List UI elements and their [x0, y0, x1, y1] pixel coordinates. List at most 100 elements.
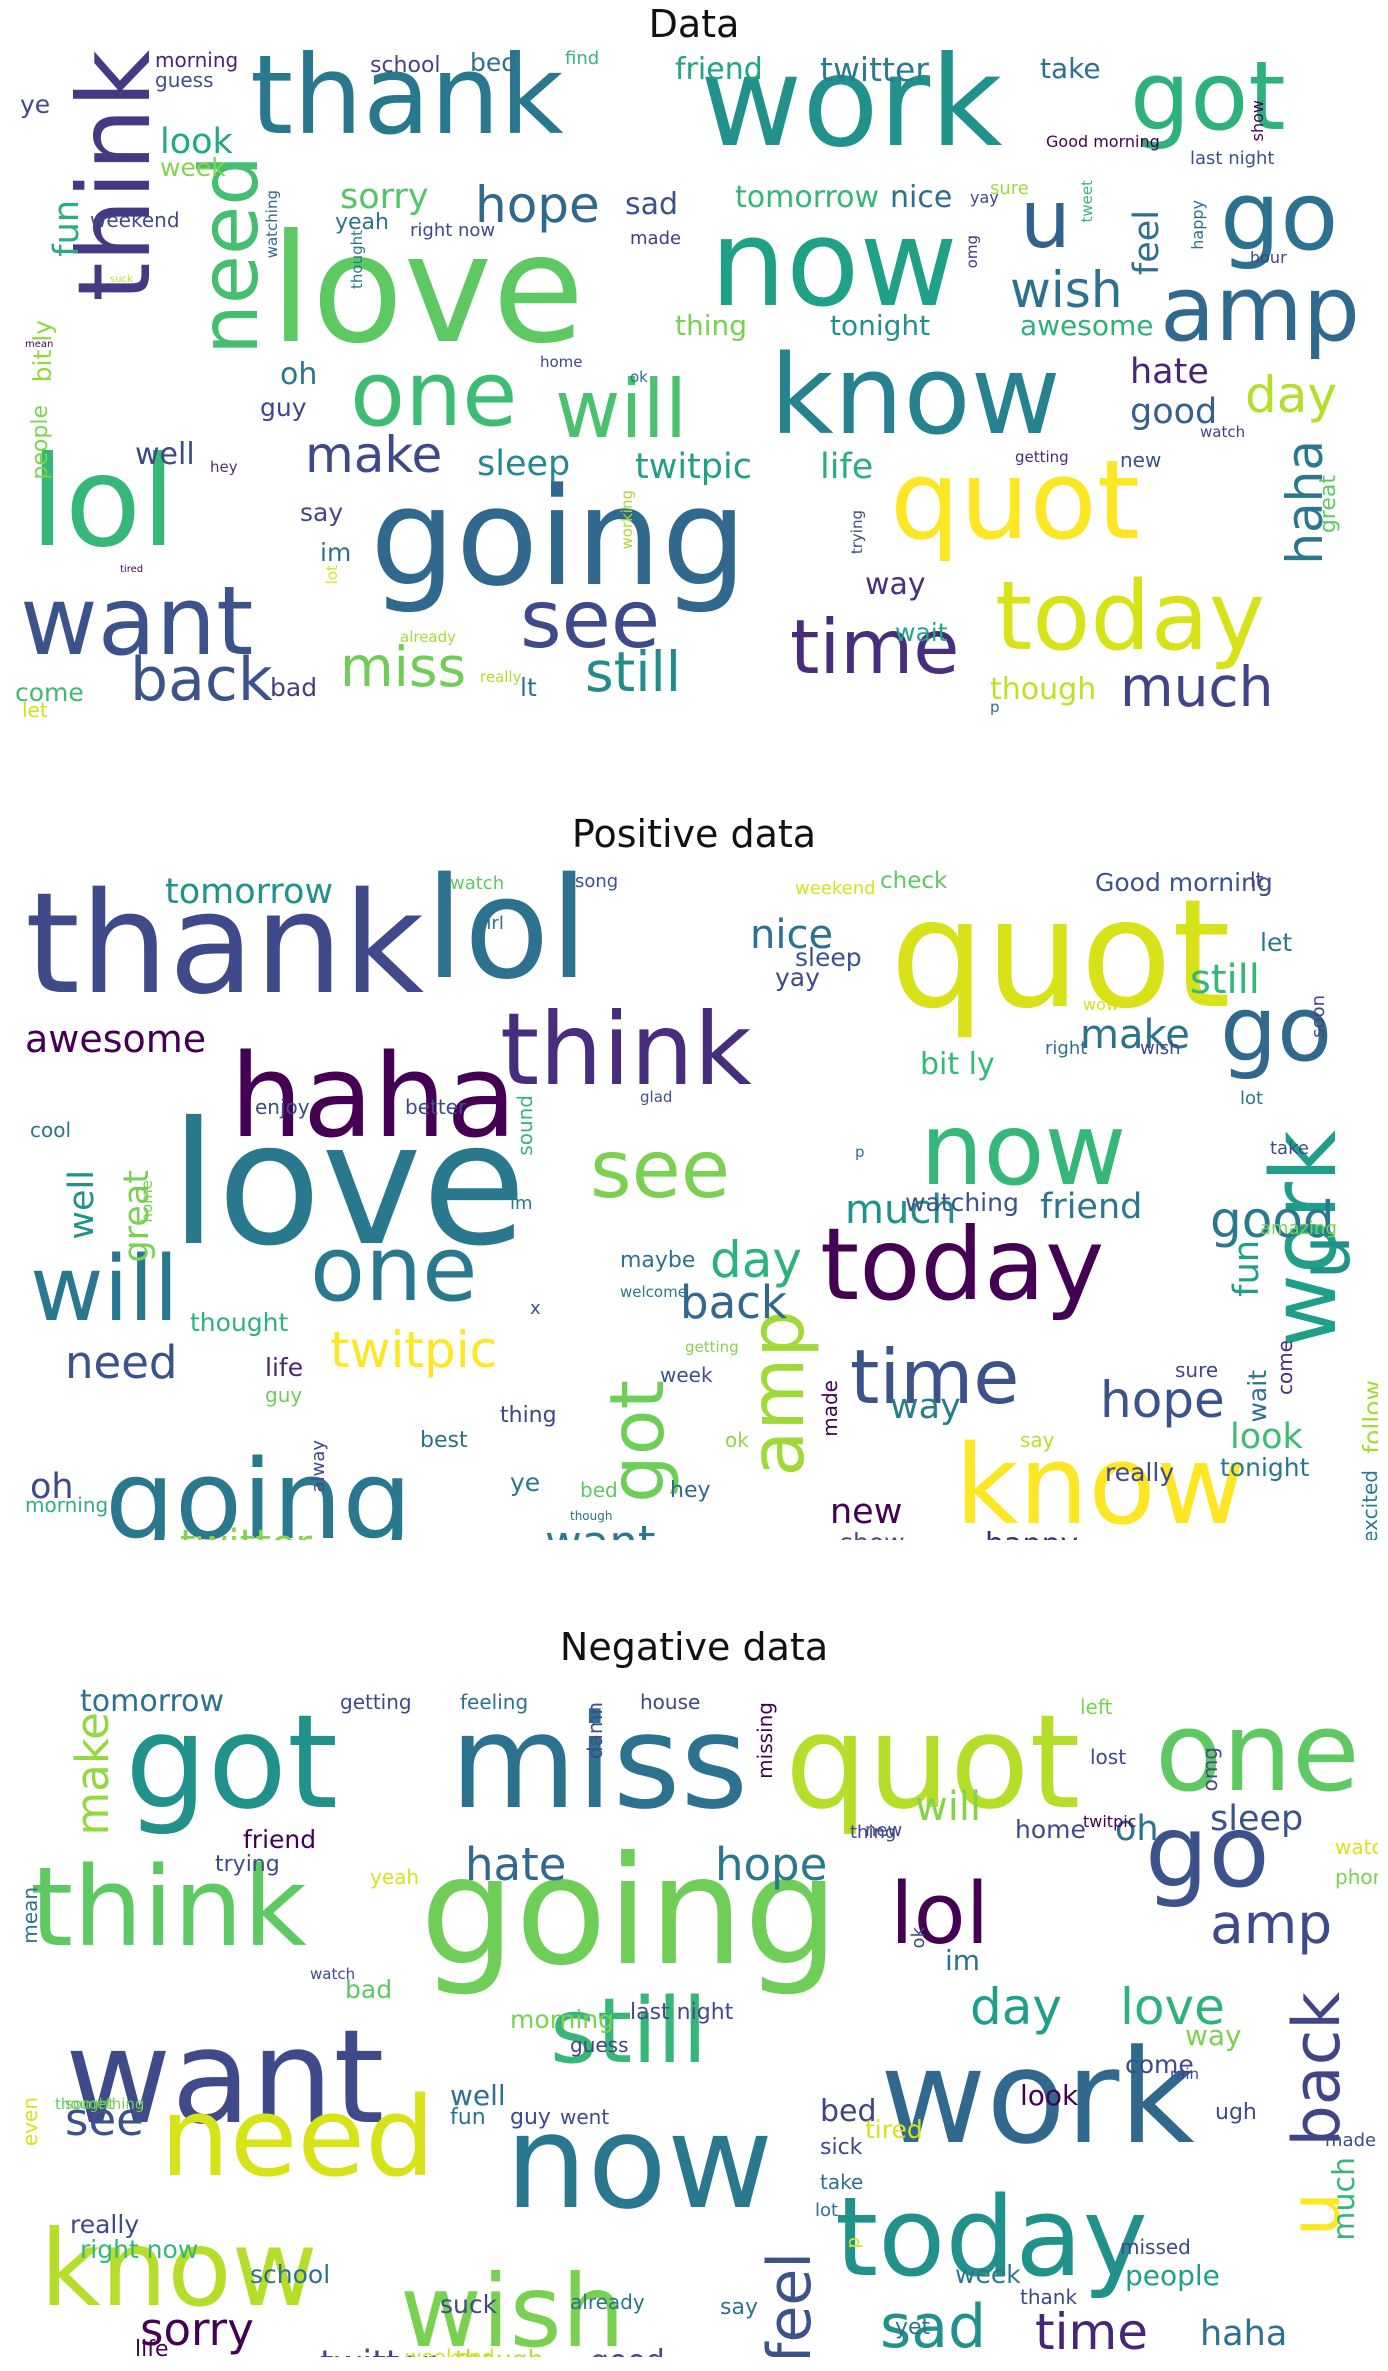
cloud-word: tomorrow — [80, 1684, 225, 1719]
cloud-word: got — [1130, 50, 1286, 152]
cloud-word: much — [1327, 2157, 1362, 2241]
cloud-word: trying — [215, 1852, 280, 1877]
cloud-word: going — [370, 459, 748, 616]
cloud-word: home — [138, 1180, 156, 1223]
cloud-word: hate — [465, 1838, 567, 1891]
cloud-word: lol — [890, 1865, 990, 1964]
cloud-word: missing — [753, 1702, 777, 1779]
cloud-word: nice — [890, 180, 953, 215]
cloud-word: twitter — [320, 2347, 435, 2358]
cloud-word: amp — [733, 1310, 821, 1477]
cloud-word: need — [183, 155, 276, 355]
cloud-word: p — [855, 1143, 865, 1161]
cloud-word: life — [135, 2337, 169, 2358]
cloud-word: know — [955, 1421, 1246, 1540]
cloud-word: thank — [25, 863, 425, 1026]
cloud-word: bad — [345, 1975, 393, 2004]
cloud-word: mean — [25, 339, 54, 350]
cloud-word: watch — [450, 873, 505, 894]
cloud-word: bit ly — [28, 320, 57, 383]
cloud-word: want — [65, 2001, 385, 2153]
cloud-word: tweet — [1078, 180, 1096, 223]
cloud-word: quot — [785, 1686, 1081, 1838]
cloud-word: lot — [323, 565, 341, 585]
cloud-word: getting — [340, 1690, 412, 1714]
cloud-word: hey — [210, 458, 238, 476]
cloud-word: will — [915, 1784, 982, 1830]
cloud-word: morning — [25, 1493, 109, 1517]
cloud-word: sleep — [477, 444, 571, 484]
cloud-word: missed — [1120, 2235, 1191, 2259]
cloud-word: watching — [905, 1188, 1019, 1217]
cloud-word: today — [835, 2173, 1148, 2301]
cloud-word: wish — [1010, 261, 1123, 319]
cloud-word: really — [70, 2210, 140, 2239]
cloud-word: bit ly — [920, 1047, 995, 1082]
cloud-word: take — [820, 2170, 864, 2194]
cloud-word: really — [480, 668, 522, 686]
cloud-word: went — [560, 2105, 610, 2129]
cloud-word: life — [820, 447, 874, 487]
cloud-word: x — [530, 1298, 541, 1319]
cloud-word: think — [500, 991, 752, 1108]
cloud-word: fun — [450, 2105, 486, 2130]
cloud-word: im — [320, 538, 352, 567]
cloud-word: well — [62, 1170, 102, 1240]
cloud-word: yay — [775, 963, 820, 992]
cloud-word: twitter — [180, 1525, 312, 1540]
cloud-word: say — [720, 2295, 758, 2320]
cloud-word: will — [30, 1237, 179, 1342]
cloud-word: bad — [270, 673, 318, 702]
cloud-word: look — [1020, 2079, 1079, 2112]
cloud-word: ye — [20, 90, 51, 119]
cloud-word: sorry — [140, 2303, 254, 2356]
cloud-word: sad — [880, 2292, 987, 2357]
cloud-word: friend — [1040, 1187, 1143, 1227]
cloud-word: take — [1270, 1138, 1309, 1159]
cloud-word: tired — [120, 564, 144, 575]
cloud-word: wow — [1083, 995, 1119, 1014]
cloud-word: know — [770, 331, 1061, 459]
cloud-word: amazing — [1260, 1218, 1337, 1239]
cloud-word: lt — [520, 673, 537, 702]
cloud-word: watching — [263, 190, 281, 259]
cloud-word: oh — [30, 1467, 74, 1507]
cloud-word: going — [105, 1436, 413, 1540]
cloud-word: enjoy — [255, 1095, 310, 1119]
cloud-word: hey — [670, 1478, 711, 1503]
cloud-word: wait — [1243, 1370, 1272, 1423]
cloud-word: way — [865, 567, 926, 602]
cloud-word: thing — [500, 1403, 557, 1428]
cloud-word: school — [370, 53, 441, 78]
cloud-word: guess — [155, 68, 214, 92]
cloud-word: made — [818, 1380, 842, 1437]
cloud-word: life — [265, 1353, 304, 1382]
cloud-word: cool — [30, 1118, 72, 1142]
cloud-word: well — [135, 437, 195, 472]
cloud-word: Good morning — [1046, 132, 1160, 151]
cloud-word: day — [710, 1231, 802, 1289]
cloud-word: hate — [1130, 352, 1209, 392]
cloud-word: still — [1190, 957, 1260, 1003]
cloud-word: week — [160, 153, 226, 182]
cloud-word: suck — [110, 274, 133, 285]
cloud-word: soon — [1308, 995, 1329, 1038]
cloud-word: school — [250, 2260, 331, 2289]
cloud-word: thought — [190, 1308, 289, 1337]
cloud-word: much — [845, 1187, 957, 1233]
cloud-word: bed — [820, 2094, 877, 2129]
cloud-word: still — [550, 1979, 708, 2084]
cloud-word: im — [945, 1944, 981, 1977]
cloud-word: know — [40, 2208, 318, 2330]
cloud-word: girl — [475, 913, 504, 934]
cloud-word: day — [1245, 366, 1337, 424]
cloud-word: oh — [280, 357, 318, 392]
cloud-word: getting — [1015, 448, 1069, 466]
wordcloud: love thank lol quot haha think today going know n… — [10, 860, 1378, 1540]
cloud-word: need — [160, 2073, 435, 2201]
cloud-word: good — [1130, 392, 1218, 432]
cloud-word: sure — [990, 178, 1029, 199]
cloud-word: work — [880, 2021, 1195, 2173]
wordcloud: love going work thank lol now know quot want toda… — [10, 50, 1378, 730]
cloud-word: amp — [1210, 1892, 1333, 1956]
